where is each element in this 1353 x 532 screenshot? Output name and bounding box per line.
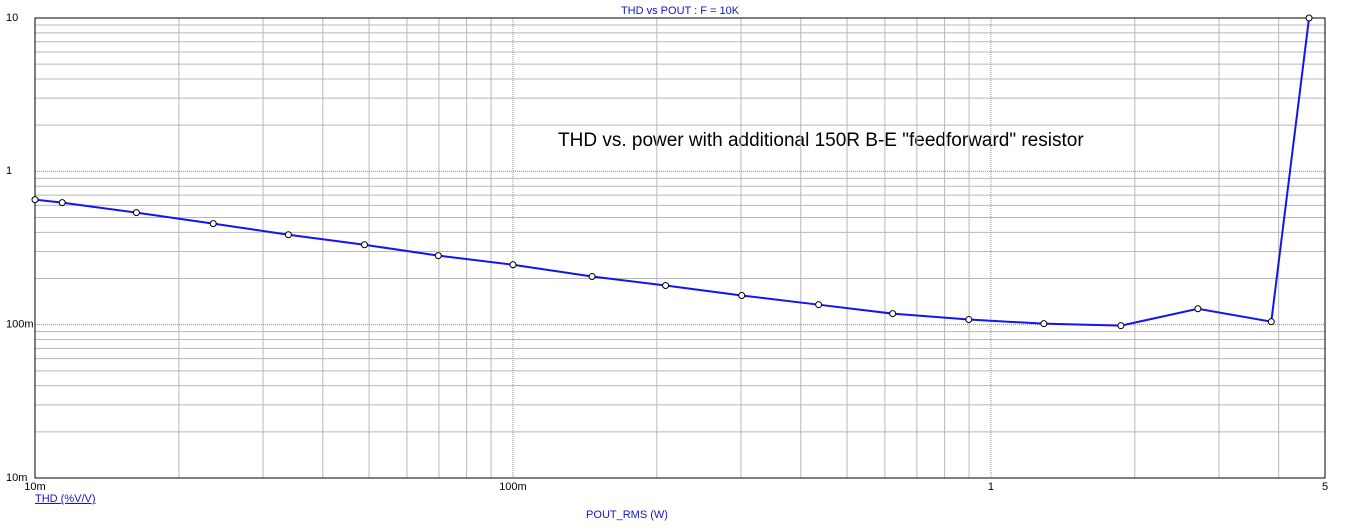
annotation: THD vs. power with additional 150R B-E "… <box>558 130 1084 151</box>
data-point <box>965 316 973 324</box>
x-tick-label: 100m <box>499 481 527 493</box>
chart-title: THD vs POUT : F = 10K <box>621 5 740 17</box>
x-axis-label: POUT_RMS (W) <box>586 509 668 521</box>
data-point <box>1040 320 1048 328</box>
x-tick-label: 1 <box>988 481 994 493</box>
data-point <box>360 241 368 249</box>
data-point <box>58 199 66 207</box>
y-tick-label: 1 <box>6 165 12 177</box>
data-point <box>509 261 517 269</box>
x-tick-label: 5 <box>1322 481 1328 493</box>
x-tick-label: 10m <box>24 481 45 493</box>
data-point <box>1305 14 1313 22</box>
data-point <box>1194 305 1202 313</box>
data-point <box>31 196 39 204</box>
data-point <box>209 220 217 228</box>
y-tick-label: 100m <box>6 319 34 331</box>
data-point <box>284 231 292 239</box>
plot-frame <box>34 17 1326 479</box>
y-tick-label: 10m <box>6 472 27 484</box>
legend-entry: THD (%V/V) <box>35 493 96 505</box>
data-point <box>1117 322 1125 330</box>
data-point <box>815 301 823 309</box>
y-tick-label: 10 <box>6 12 18 24</box>
data-point <box>434 252 442 260</box>
data-point <box>132 209 140 217</box>
data-point <box>738 291 746 299</box>
data-point <box>662 282 670 290</box>
data-point <box>889 310 897 318</box>
data-point <box>588 273 596 281</box>
data-point <box>1267 318 1275 326</box>
